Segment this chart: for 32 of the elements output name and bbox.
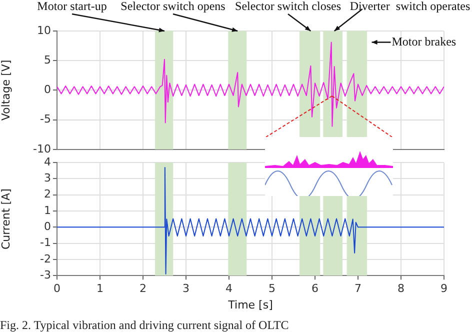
annotation: Motor brakes [392,34,456,48]
annotation: Selector switch opens [120,0,226,14]
y-tick-label: 3 [44,172,51,185]
x-tick-label: 8 [398,282,404,296]
x-tick-label: 2 [140,282,146,296]
y-tick-label: -3 [40,268,51,282]
y-tick-label: -10 [33,142,51,156]
annotation: Diverter switch operates [350,0,470,14]
x-tick-label: 3 [182,282,190,296]
x-tick-label: 6 [312,282,318,296]
y-tick-label: 2 [44,188,51,201]
y-tick-label: -2 [40,252,51,266]
y-tick-label: 0 [44,83,51,96]
y-tick-label: 10 [37,24,51,37]
x-tick-label: 0 [54,282,60,296]
caption: Fig. 2. Typical vibration and driving current signal of OLTC [0,318,290,333]
annotation: Selector switch closes [235,0,342,14]
y-tick-label: 1 [44,204,51,217]
x-tick-label: 7 [354,282,362,296]
y-tick-label: 5 [44,53,51,66]
x-tick-label: 5 [268,282,276,296]
y-tick-label: 0 [44,220,51,234]
y-tick-label: -1 [40,236,51,250]
y-tick-label: -5 [40,112,51,126]
x-tick-label: 9 [440,282,448,296]
y-axis-title: Voltage [V] [0,60,12,121]
x-axis-title: Time [s] [227,298,273,312]
x-tick-label: 4 [226,282,232,296]
y-axis-title: Current [A] [0,188,12,250]
x-tick-label: 1 [96,282,104,296]
annotation: Motor start-up [37,0,107,14]
y-tick-label: 4 [44,155,51,168]
